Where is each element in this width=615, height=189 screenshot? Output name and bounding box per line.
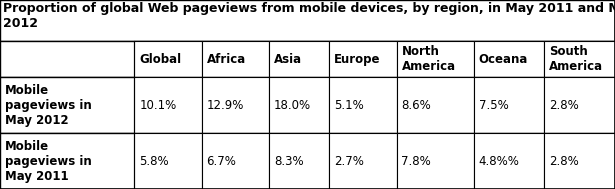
- Text: Global: Global: [140, 53, 181, 66]
- Text: 18.0%: 18.0%: [274, 99, 311, 112]
- Text: North
America: North America: [402, 45, 456, 73]
- Bar: [397, 133, 474, 189]
- Bar: [269, 77, 330, 133]
- Text: 8.6%: 8.6%: [402, 99, 431, 112]
- Text: 7.5%: 7.5%: [478, 99, 509, 112]
- Text: 6.7%: 6.7%: [207, 155, 236, 168]
- Text: Mobile
pageviews in
May 2012: Mobile pageviews in May 2012: [5, 84, 92, 127]
- Text: Africa: Africa: [207, 53, 246, 66]
- Text: South
America: South America: [549, 45, 603, 73]
- Text: 12.9%: 12.9%: [207, 99, 244, 112]
- Bar: [135, 77, 202, 133]
- Text: Oceana: Oceana: [478, 53, 528, 66]
- Bar: [0, 41, 615, 77]
- Bar: [202, 41, 269, 77]
- Bar: [474, 41, 544, 77]
- Bar: [0, 0, 615, 41]
- Text: 8.3%: 8.3%: [274, 155, 303, 168]
- Bar: [0, 77, 615, 133]
- Text: Proportion of global Web pageviews from mobile devices, by region, in May 2011 a: Proportion of global Web pageviews from …: [3, 2, 615, 30]
- Text: 2.8%: 2.8%: [549, 155, 579, 168]
- Bar: [135, 133, 202, 189]
- Bar: [544, 41, 615, 77]
- Bar: [0, 133, 615, 189]
- Bar: [330, 133, 397, 189]
- Text: 2.7%: 2.7%: [335, 155, 364, 168]
- Bar: [269, 133, 330, 189]
- Bar: [544, 133, 615, 189]
- Text: Mobile
pageviews in
May 2011: Mobile pageviews in May 2011: [5, 140, 92, 183]
- Text: 5.1%: 5.1%: [335, 99, 364, 112]
- Bar: [330, 41, 397, 77]
- Bar: [474, 133, 544, 189]
- Text: 7.8%: 7.8%: [402, 155, 431, 168]
- Bar: [269, 41, 330, 77]
- Bar: [397, 41, 474, 77]
- Text: 4.8%%: 4.8%%: [478, 155, 520, 168]
- Text: Asia: Asia: [274, 53, 302, 66]
- Text: 5.8%: 5.8%: [140, 155, 169, 168]
- Bar: [202, 77, 269, 133]
- Text: Europe: Europe: [335, 53, 381, 66]
- Bar: [544, 77, 615, 133]
- Bar: [330, 77, 397, 133]
- Bar: [474, 77, 544, 133]
- Bar: [397, 77, 474, 133]
- Bar: [202, 133, 269, 189]
- Bar: [135, 41, 202, 77]
- Text: 2.8%: 2.8%: [549, 99, 579, 112]
- Text: 10.1%: 10.1%: [140, 99, 177, 112]
